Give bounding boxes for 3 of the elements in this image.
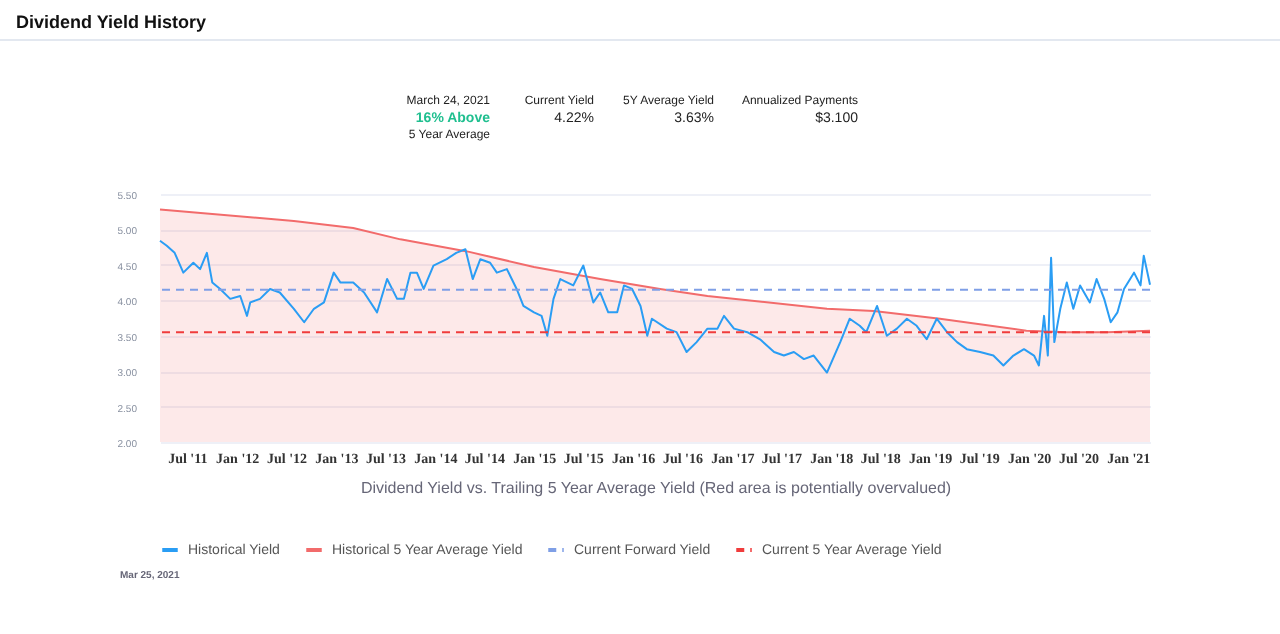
x-axis-title: Dividend Yield vs. Trailing 5 Year Average Yield (Red area is potentially overvalued) — [360, 479, 952, 497]
line-series — [159, 239, 1151, 374]
chart-title: Dividend Yield History — [16, 12, 207, 32]
